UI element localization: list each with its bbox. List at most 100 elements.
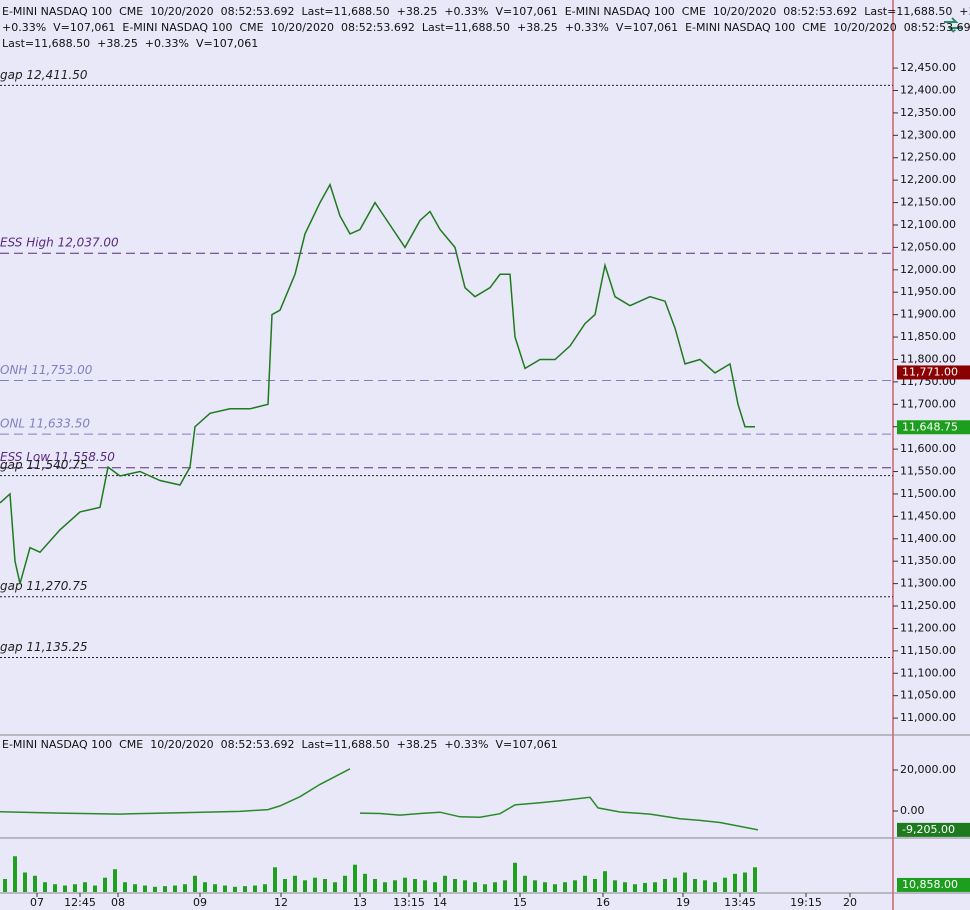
y-tick-label: 12,300.00 (900, 128, 956, 141)
volume-bar (673, 877, 677, 892)
x-tick-label: 12:45 (64, 896, 96, 909)
volume-bar (183, 884, 187, 892)
y-tick-label: 11,500.00 (900, 487, 956, 500)
x-tick-label: 07 (30, 896, 44, 909)
volume-bar (753, 867, 757, 892)
y-tick-label: 12,200.00 (900, 173, 956, 186)
x-tick-label: 15 (513, 896, 527, 909)
y-tick-label: 12,050.00 (900, 240, 956, 253)
volume-bar (593, 879, 597, 892)
volume-bar (303, 880, 307, 892)
volume-bar (293, 875, 297, 892)
level-label: ESS Low 11,558.50 (0, 450, 115, 464)
x-tick-label: 19 (676, 896, 690, 909)
y-tick-label: 11,850.00 (900, 330, 956, 343)
volume-bar (633, 884, 637, 892)
y-tick-label: 12,000.00 (900, 263, 956, 276)
volume-bar (653, 882, 657, 892)
volume-bar (143, 885, 147, 892)
volume-bar (483, 884, 487, 892)
volume-bar (103, 877, 107, 892)
y-tick-label: 11,050.00 (900, 689, 956, 702)
volume-bar (523, 875, 527, 892)
x-tick-label: 13 (353, 896, 367, 909)
volume-bar (123, 882, 127, 892)
volume-bar (333, 882, 337, 892)
volume-bar (743, 872, 747, 892)
volume-bar (613, 880, 617, 892)
y-tick-label: 11,000.00 (900, 711, 956, 724)
volume-bar (313, 877, 317, 892)
price-marker-label: 11,771.00 (902, 365, 958, 378)
y-tick-label: 11,200.00 (900, 621, 956, 634)
y-tick-label: 12,250.00 (900, 151, 956, 164)
y-tick-label: 12,350.00 (900, 106, 956, 119)
volume-bar (113, 869, 117, 892)
volume-bar (13, 856, 17, 892)
x-tick-label: 20 (843, 896, 857, 909)
volume-bar (193, 875, 197, 892)
panel-title: E-MINI NASDAQ 100 CME 10/20/2020 08:52:5… (2, 738, 558, 751)
volume-bar (573, 880, 577, 892)
level-label: gap 11,540.75 (0, 458, 87, 472)
price-marker (897, 822, 970, 837)
price-marker-label: -9,205.00 (902, 823, 955, 836)
y-tick-label: 11,600.00 (900, 442, 956, 455)
volume-bar (203, 882, 207, 892)
volume-bar (583, 875, 587, 892)
volume-bar (733, 873, 737, 892)
volume-bar (543, 882, 547, 892)
volume-bar (343, 875, 347, 892)
y-tick-label: 20,000.00 (900, 763, 956, 776)
volume-bar (703, 880, 707, 892)
volume-bar (663, 879, 667, 892)
volume-bar (453, 879, 457, 892)
volume-bar (243, 886, 247, 892)
volume-bar (273, 867, 277, 892)
volume-bar (513, 862, 517, 892)
volume-bar (373, 879, 377, 892)
volume-bar (473, 882, 477, 892)
price-line (0, 182, 755, 584)
y-tick-label: 11,150.00 (900, 644, 956, 657)
header-line: Last=11,688.50 +38.25 +0.33% V=107,061 (2, 37, 258, 50)
header-line: +0.33% V=107,061 E-MINI NASDAQ 100 CME 1… (2, 21, 970, 34)
price-marker-label: 10,858.00 (902, 878, 958, 891)
volume-bar (693, 879, 697, 892)
volume-bar (3, 879, 7, 892)
y-tick-label: 11,800.00 (900, 352, 956, 365)
volume-bar (563, 882, 567, 892)
volume-bar (233, 886, 237, 892)
y-tick-label: 11,250.00 (900, 599, 956, 612)
volume-bar (393, 880, 397, 892)
level-label: ESS High 12,037.00 (0, 236, 119, 250)
tool-icon[interactable] (944, 17, 962, 33)
level-label: gap 11,135.25 (0, 640, 87, 654)
volume-bar (533, 880, 537, 892)
volume-bar (423, 880, 427, 892)
volume-bar (643, 882, 647, 892)
volume-bar (353, 864, 357, 892)
volume-bar (493, 882, 497, 892)
volume-bar (403, 877, 407, 892)
y-tick-label: 11,300.00 (900, 577, 956, 590)
volume-bar (73, 884, 77, 892)
y-tick-label: 11,700.00 (900, 397, 956, 410)
volume-bar (83, 882, 87, 892)
x-tick-label: 09 (193, 896, 207, 909)
y-tick-label: 11,350.00 (900, 554, 956, 567)
price-marker (897, 365, 970, 380)
volume-bar (323, 879, 327, 892)
y-tick-label: 12,100.00 (900, 218, 956, 231)
volume-bar (503, 880, 507, 892)
sync-icon[interactable] (944, 17, 962, 33)
x-tick-label: 13:45 (724, 896, 756, 909)
volume-bar (363, 873, 367, 892)
x-tick-label: 14 (433, 896, 447, 909)
price-marker (897, 420, 970, 435)
volume-bar (683, 872, 687, 892)
volume-bar (173, 885, 177, 892)
y-tick-label: 0.00 (900, 804, 925, 817)
volume-bar (163, 886, 167, 892)
